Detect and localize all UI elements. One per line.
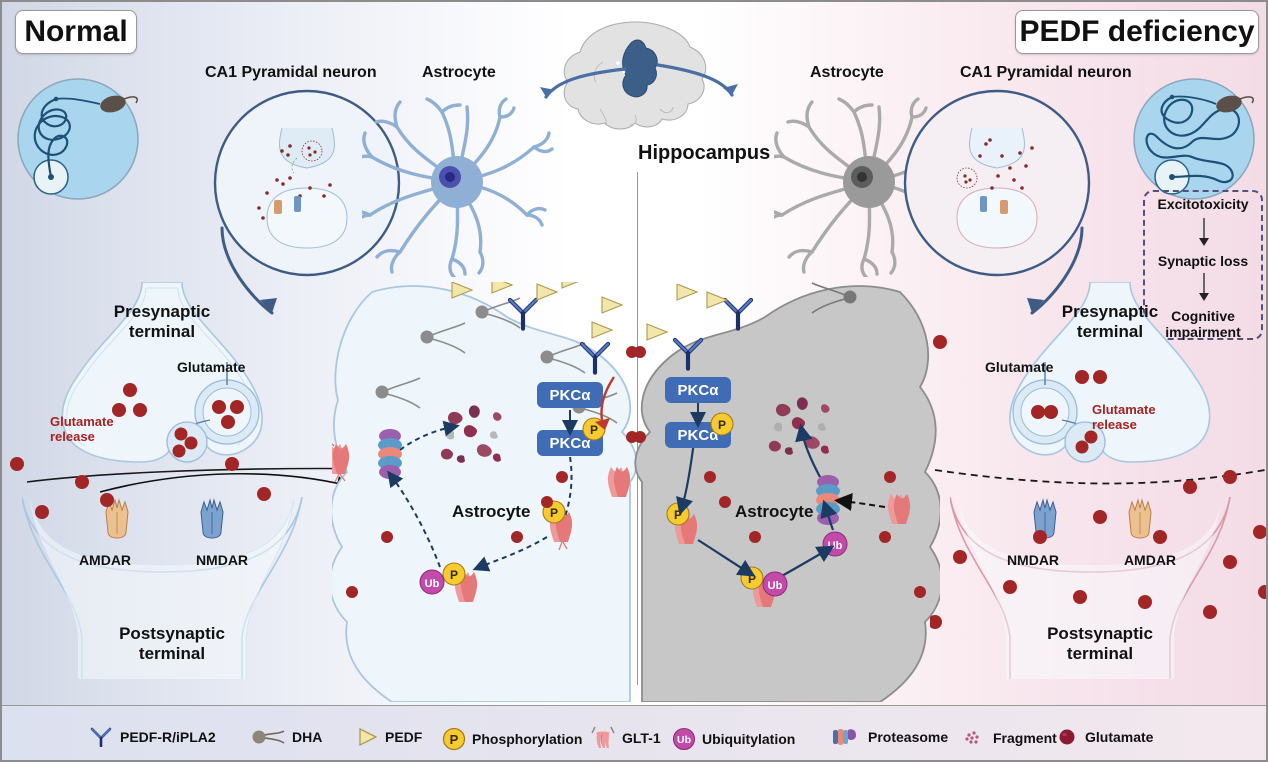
svg-text:P: P [748,572,756,586]
svg-text:P: P [550,506,558,520]
svg-text:P: P [674,508,682,522]
svg-text:P: P [450,732,459,747]
svg-text:Ub: Ub [425,578,440,590]
svg-text:P: P [450,568,458,582]
svg-text:Ub: Ub [828,540,843,552]
svg-text:Ub: Ub [768,580,783,592]
svg-text:P: P [590,423,598,437]
svg-text:P: P [718,418,726,432]
svg-text:Astrocyte: Astrocyte [735,502,813,521]
svg-text:Astrocyte: Astrocyte [452,502,530,521]
svg-text:PKCα: PKCα [550,387,592,404]
svg-text:PKCα: PKCα [550,435,592,452]
svg-text:Ub: Ub [677,734,691,746]
